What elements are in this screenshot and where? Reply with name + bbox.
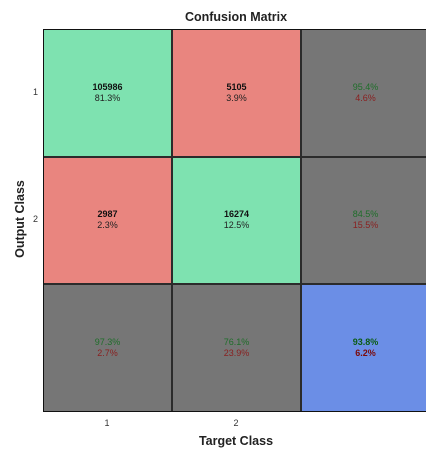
x-tick-label: 1 <box>104 417 110 428</box>
cell-count: 105986 <box>92 81 123 92</box>
column-summary-incorrect: 23.9% <box>223 347 250 358</box>
matrix-cell-2-1: 2987 2.3% <box>43 156 172 284</box>
matrix-cell-2-2: 16274 12.5% <box>172 156 301 284</box>
cell-count: 5105 <box>226 81 247 92</box>
cell-count: 16274 <box>223 209 250 219</box>
overall-incorrect: 6.2% <box>355 347 376 358</box>
cell-percent: 12.5% <box>223 220 250 231</box>
cell-percent: 2.3% <box>97 220 118 231</box>
cell-percent: 81.3% <box>94 92 121 103</box>
column-summary-2: 76.1% 23.9% <box>172 284 301 412</box>
row-summary-correct: 95.4% <box>352 81 379 92</box>
chart-title: Confusion Matrix <box>184 10 288 24</box>
column-summary-correct: 76.1% <box>223 336 250 347</box>
overall-correct: 93.8% <box>352 336 379 347</box>
y-tick-label: 2 <box>33 214 39 225</box>
row-summary-incorrect: 4.6% <box>355 92 376 103</box>
y-tick-label: 1 <box>33 86 39 97</box>
row-summary-correct: 84.5% <box>352 209 379 219</box>
cell-count: 2987 <box>97 209 118 219</box>
overall-accuracy-cell: 93.8% 6.2% <box>301 284 426 412</box>
row-summary-1: 95.4% 4.6% <box>301 29 426 157</box>
cell-percent: 3.9% <box>226 92 247 103</box>
y-axis-label: Output Class <box>13 180 27 258</box>
column-summary-1: 97.3% 2.7% <box>43 284 172 412</box>
x-tick-label: 2 <box>233 417 239 428</box>
row-summary-2: 84.5% 15.5% <box>301 156 426 284</box>
row-summary-incorrect: 15.5% <box>352 220 379 231</box>
matrix-cell-1-2: 5105 3.9% <box>172 29 301 157</box>
x-axis-label: Target Class <box>198 434 274 448</box>
column-summary-correct: 97.3% <box>94 336 121 347</box>
matrix-cell-1-1: 105986 81.3% <box>43 29 172 157</box>
column-summary-incorrect: 2.7% <box>97 347 118 358</box>
